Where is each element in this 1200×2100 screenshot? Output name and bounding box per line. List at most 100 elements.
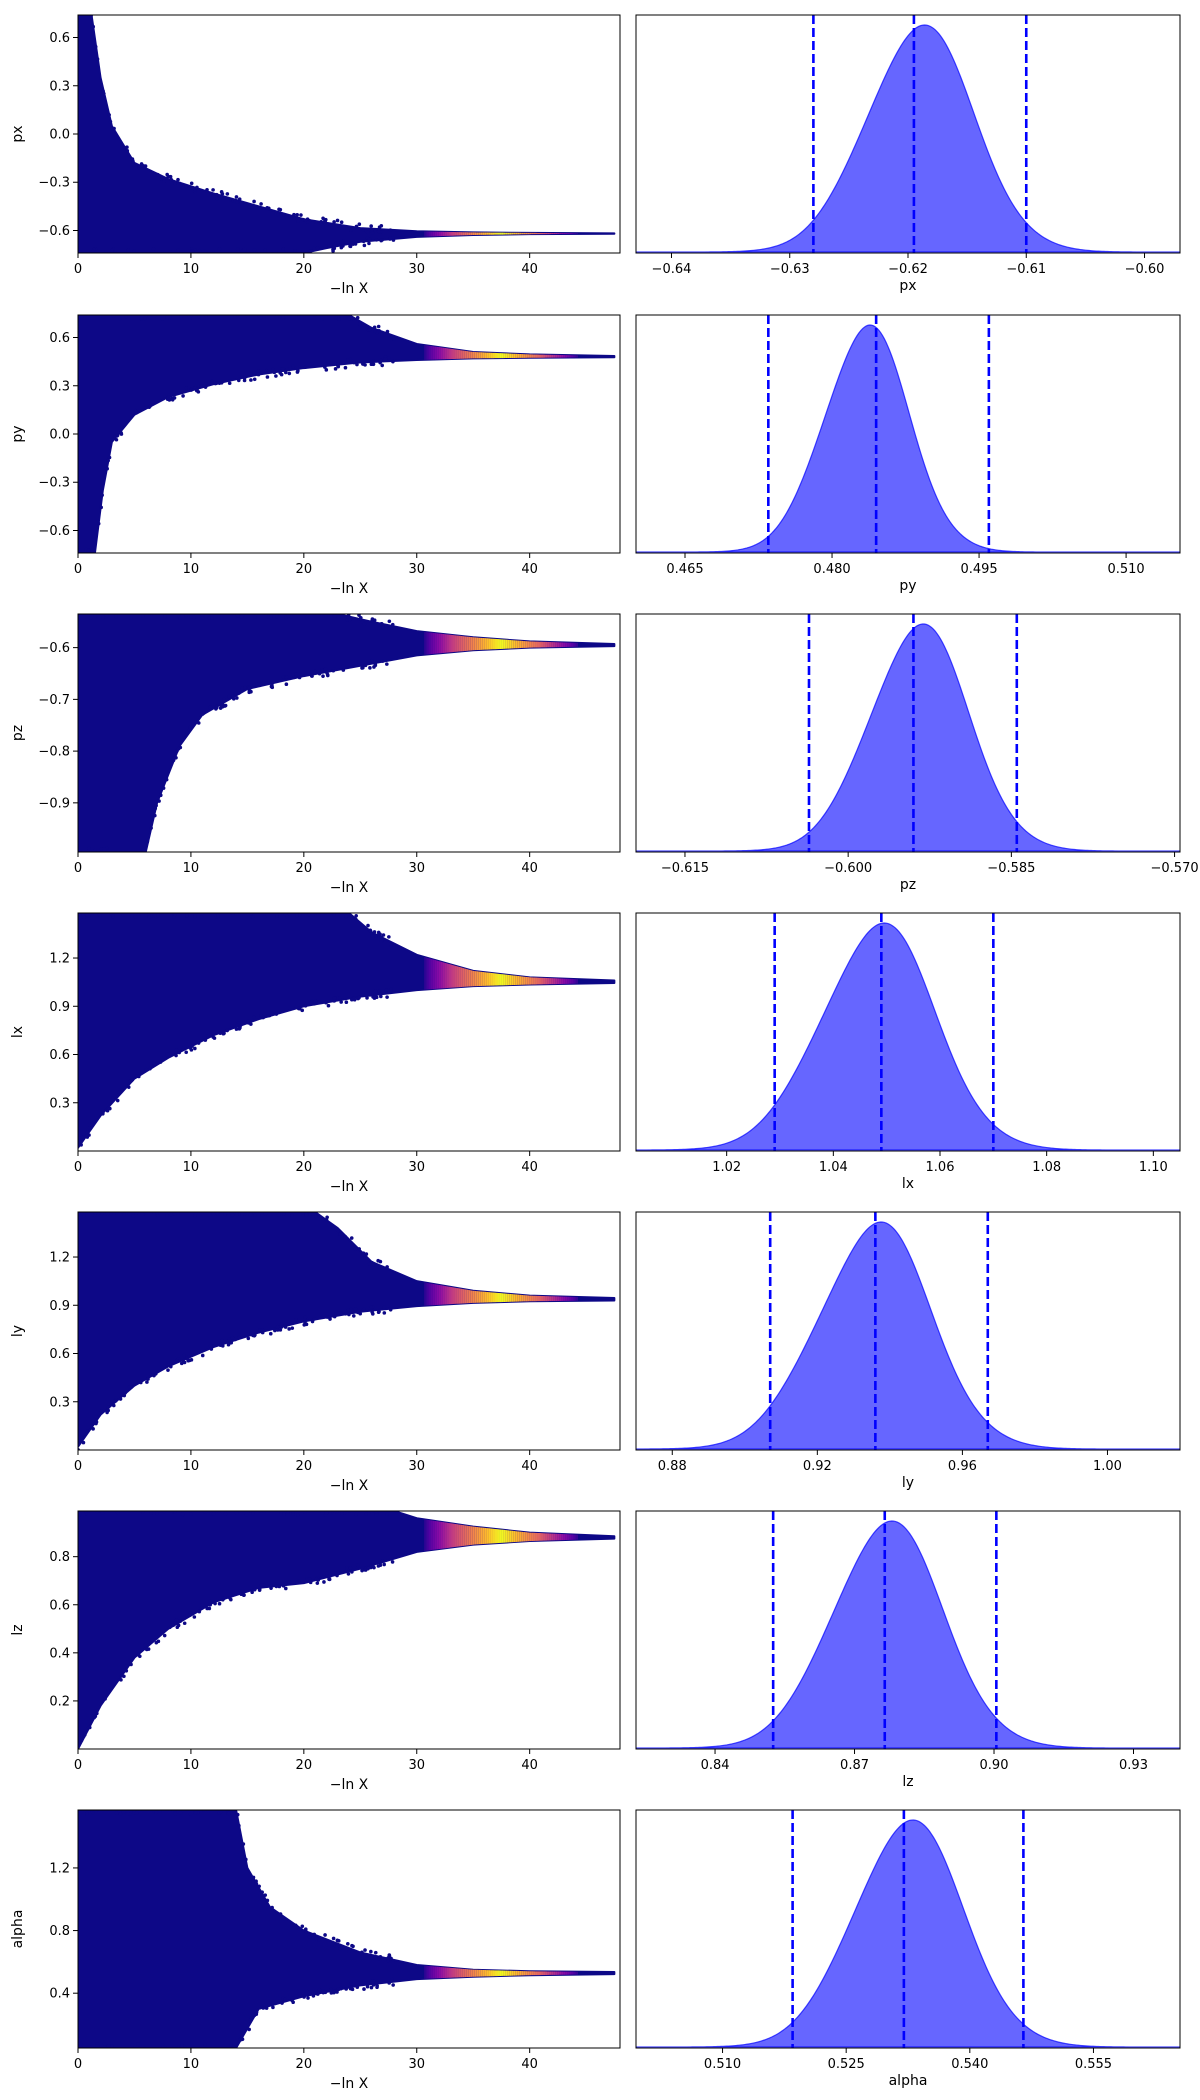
trace-sample-dot: [317, 1987, 322, 1992]
trace-sample-dot: [162, 1633, 167, 1638]
trace-sample-dot: [205, 1606, 209, 1611]
trace-sample-dot: [180, 2043, 184, 2048]
x-tick-label: 1.04: [819, 1160, 848, 1175]
trace-weight-segment: [531, 641, 534, 648]
trace-sample-dot: [152, 913, 156, 916]
trace-sample-dot: [211, 193, 216, 198]
y-tick-label: 1.2: [49, 1251, 70, 1266]
trace-sample-dot: [110, 436, 115, 441]
trace-sample-dot: [317, 671, 322, 676]
trace-sample-dot: [118, 316, 122, 321]
trace-weight-segment: [545, 977, 548, 985]
trace-sample-cloud: [78, 1810, 616, 2048]
trace-sample-dot: [329, 1987, 333, 1992]
trace-sample-dot: [227, 1207, 231, 1211]
trace-sample-dot: [379, 994, 383, 999]
trace-weight-segment: [563, 978, 566, 984]
posterior-xlabel: alpha: [889, 2073, 928, 2089]
trace-sample-dot: [109, 913, 113, 916]
trace-sample-dot: [122, 608, 126, 612]
trace-sample-dot: [307, 1208, 311, 1212]
trace-sample-dot: [380, 1558, 385, 1563]
trace-sample-dot: [122, 1667, 127, 1672]
trace-sample-dot: [377, 1956, 381, 1961]
trace-sample-dot: [216, 914, 220, 918]
trace-sample-dot: [101, 1111, 105, 1116]
x-tick-label: 40: [521, 1160, 538, 1175]
trace-sample-dot: [374, 238, 379, 242]
trace-sample-dot: [374, 1513, 379, 1517]
trace-sample-dot: [356, 660, 361, 664]
x-tick-label: 40: [521, 1758, 538, 1773]
trace-sample-dot: [283, 1997, 287, 2002]
trace-sample-dot: [93, 1212, 98, 1215]
trace-xlabel: −ln X: [330, 880, 369, 896]
trace-sample-dot: [367, 1511, 371, 1515]
trace-weight-segment: [569, 355, 572, 358]
trace-weight-segment: [458, 635, 461, 652]
trace-axes-frame: [77, 1211, 621, 1451]
trace-weight-segment: [551, 978, 554, 985]
trace-sample-dot: [313, 1214, 318, 1219]
trace-sample-dot: [81, 1135, 86, 1139]
trace-sample-dot: [372, 930, 377, 934]
trace-sample-dot: [145, 839, 150, 844]
trace-weight-segment: [553, 1296, 556, 1302]
trace-sample-dot: [156, 1214, 160, 1218]
trace-sample-dot: [324, 368, 329, 372]
trace-sample-dot: [383, 357, 388, 361]
trace-sample-dot: [320, 668, 324, 673]
trace-sample-dot: [230, 1335, 235, 1340]
trace-sample-dot: [244, 1511, 248, 1514]
trace-weight-segment: [490, 1528, 493, 1544]
trace-weight-segment: [559, 1533, 562, 1541]
trace-sample-dot: [153, 813, 157, 818]
trace-sample-dot: [321, 1507, 325, 1511]
trace-sample-dot: [172, 1212, 177, 1217]
trace-sample-dot: [283, 1581, 288, 1586]
trace-weight-segment: [428, 958, 431, 990]
trace-sample-dot: [93, 254, 97, 258]
trace-sample-dot: [184, 311, 188, 315]
trace-sample-dot: [346, 357, 350, 362]
trace-sample-dot: [284, 215, 289, 220]
posterior-xlabel: px: [899, 278, 916, 294]
trace-weight-segment: [470, 1290, 473, 1304]
trace-weight-segment: [466, 1525, 469, 1546]
trace-samples-pz: [78, 608, 616, 852]
trace-sample-dot: [195, 185, 199, 190]
trace-sample-dot: [283, 1212, 287, 1214]
trace-weight-segment: [492, 232, 495, 235]
trace-sample-dot: [361, 665, 365, 670]
trace-sample-dot: [324, 1511, 329, 1515]
trace-weight-segment: [497, 353, 500, 359]
trace-weight-segment: [565, 355, 568, 358]
trace-sample-dot: [376, 229, 381, 234]
trace-sample-dot: [164, 907, 168, 911]
trace-sample-dot: [377, 989, 382, 993]
trace-weight-segment: [448, 231, 451, 236]
trace-sample-dot: [189, 615, 194, 619]
trace-sample-dot: [329, 309, 333, 313]
trace-sample-dot: [176, 746, 181, 751]
trace-sample-dot: [149, 1511, 154, 1515]
trace-sample-dot: [199, 915, 204, 919]
trace-sample-dot: [361, 239, 366, 244]
trace-weight-segment: [484, 232, 487, 235]
y-tick-label: −0.6: [38, 224, 70, 239]
trace-sample-dot: [308, 1212, 312, 1217]
trace-sample-dot: [168, 1364, 173, 1369]
trace-sample-dot: [184, 614, 189, 617]
trace-weight-segment: [511, 640, 514, 649]
trace-weight-segment: [436, 960, 439, 989]
trace-sample-dot: [173, 181, 177, 186]
trace-weight-segment: [561, 1534, 564, 1541]
trace-sample-dot: [265, 375, 270, 379]
trace-sample-dot: [130, 2049, 134, 2053]
trace-sample-dot: [199, 1606, 204, 1610]
trace-sample-dot: [113, 1399, 118, 1403]
trace-sample-dot: [95, 2044, 100, 2048]
trace-weight-segment: [547, 978, 550, 985]
trace-sample-dot: [267, 908, 271, 912]
trace-weight-segment: [507, 1293, 510, 1302]
